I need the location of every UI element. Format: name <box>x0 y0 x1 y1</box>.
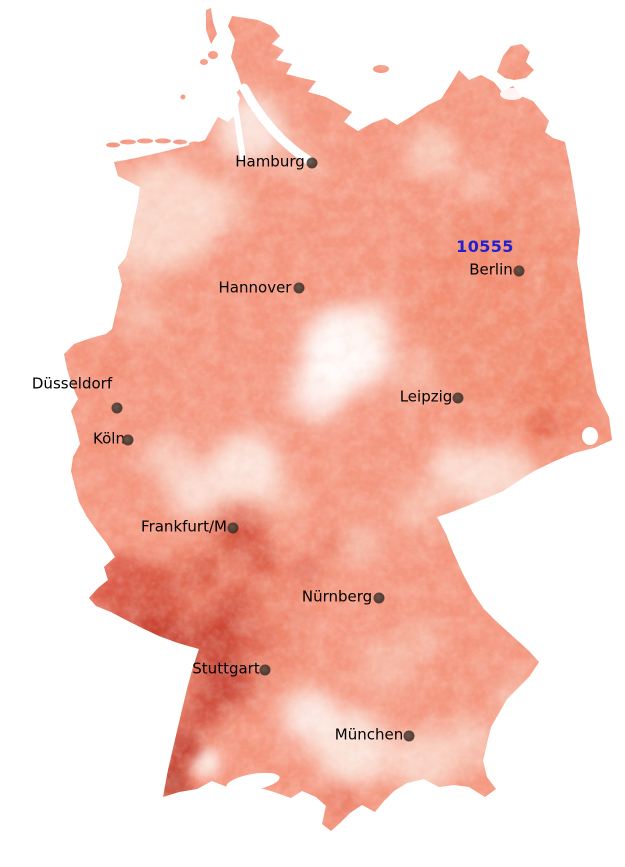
city-label-hannover: Hannover <box>218 278 292 297</box>
city-dot-frankfurt-m <box>227 522 239 534</box>
city-dot-koln <box>122 434 134 446</box>
city-dot-leipzig <box>452 392 464 404</box>
city-label-leipzig: Leipzig <box>399 387 453 406</box>
city-dot-munchen <box>403 730 415 742</box>
city-label-hamburg: Hamburg <box>235 152 305 171</box>
city-dot-stuttgart <box>259 664 271 676</box>
city-label-berlin: Berlin <box>469 260 513 279</box>
berlin-value-annotation: 10555 <box>456 237 514 256</box>
city-label-dusseldorf: Düsseldorf <box>31 374 113 393</box>
city-dot-nurnberg <box>373 592 385 604</box>
city-label-koln: Köln <box>93 429 125 448</box>
city-label-munchen: München <box>334 725 404 744</box>
city-label-nurnberg: Nürnberg <box>301 587 373 606</box>
map-water <box>210 83 598 792</box>
city-dot-berlin <box>513 265 525 277</box>
city-dot-hamburg <box>306 157 318 169</box>
city-dot-dusseldorf <box>111 402 123 414</box>
city-label-stuttgart: Stuttgart <box>192 659 260 678</box>
city-dot-hannover <box>293 282 305 294</box>
city-label-frankfurt-m: Frankfurt/M <box>141 517 227 536</box>
